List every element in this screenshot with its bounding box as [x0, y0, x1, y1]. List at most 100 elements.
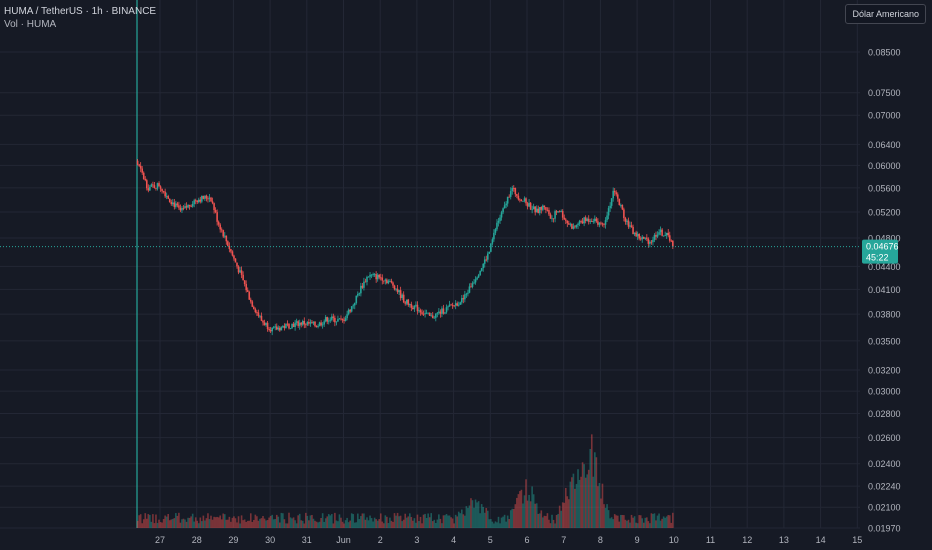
volume-bar — [386, 516, 388, 528]
volume-bar — [474, 499, 477, 528]
candle-body — [607, 208, 610, 216]
volume-bar — [558, 505, 561, 528]
volume-bar — [176, 515, 179, 528]
volume-bar — [647, 521, 650, 528]
candle-body — [441, 308, 443, 314]
volume-bar — [253, 519, 255, 528]
volume-bar — [520, 489, 523, 528]
volume-bar — [168, 520, 171, 528]
candle-body — [234, 258, 237, 263]
volume-bar — [344, 520, 347, 528]
volume-bar — [147, 514, 150, 528]
x-tick-label: 10 — [669, 535, 679, 545]
candle-body — [451, 304, 454, 306]
volume-bar — [188, 517, 191, 528]
volume-bar — [650, 513, 653, 528]
candle-body — [572, 226, 575, 229]
volume-bar — [159, 522, 162, 528]
volume-bar — [601, 483, 604, 528]
candle-body — [231, 251, 234, 256]
volume-bar — [150, 521, 153, 528]
volume-bar — [509, 510, 512, 528]
volume-bar — [295, 523, 298, 528]
volume-bar — [314, 520, 316, 528]
volume-bar — [587, 469, 590, 528]
volume-bar — [158, 519, 160, 528]
volume-bar — [334, 512, 336, 528]
volume-bar — [569, 481, 572, 528]
candle-body — [564, 219, 567, 221]
candle-body — [161, 188, 163, 192]
candle-body — [402, 294, 405, 303]
candle-body — [173, 202, 176, 207]
volume-bar — [592, 476, 595, 528]
candle-body — [358, 293, 361, 295]
volume-bar — [632, 517, 634, 528]
candle-body — [188, 204, 191, 206]
candle-body — [456, 303, 459, 306]
volume-bar — [274, 519, 277, 528]
candle-body — [202, 195, 205, 199]
volume-bar — [464, 515, 466, 528]
candle-body — [584, 217, 587, 221]
volume-bar — [482, 506, 485, 528]
volume-bar — [327, 514, 330, 528]
candle-body — [555, 211, 558, 213]
candle-body — [511, 187, 514, 192]
volume-bar — [338, 514, 341, 528]
volume-bar — [574, 488, 576, 528]
volume-bar — [540, 510, 543, 528]
volume-bar — [590, 434, 593, 528]
volume-bar — [538, 513, 541, 528]
volume-bar — [633, 516, 636, 528]
candle-body — [575, 225, 578, 228]
candle-body — [638, 233, 640, 239]
candle-body — [434, 313, 437, 318]
volume-bar — [523, 495, 526, 528]
candle-body — [142, 172, 145, 179]
volume-bar — [516, 497, 518, 528]
candle-body — [171, 202, 174, 205]
volume-bar — [642, 522, 645, 528]
candle-body — [534, 206, 536, 213]
volume-bar — [173, 518, 176, 528]
candle-body — [396, 288, 399, 293]
candle-body — [604, 220, 607, 225]
volume-bar — [522, 503, 524, 528]
candle-body — [568, 223, 570, 225]
candle-body — [246, 290, 249, 292]
volume-bar — [430, 513, 433, 528]
candle-body — [548, 210, 550, 215]
currency-button[interactable]: Dólar Americano — [845, 4, 926, 24]
volume-bar — [236, 522, 238, 528]
volume-bar — [243, 519, 246, 528]
candle-body — [571, 223, 573, 229]
volume-bar — [480, 504, 483, 528]
volume-bar — [649, 523, 651, 528]
volume-bar — [187, 517, 189, 528]
candle-body — [653, 234, 656, 240]
candle-body — [346, 314, 348, 319]
candle-body — [324, 317, 327, 322]
y-tick-label: 0.03800 — [868, 310, 901, 320]
volume-bar — [502, 516, 504, 528]
candle-body — [546, 209, 549, 211]
volume-bar — [571, 477, 573, 528]
volume-bar — [613, 514, 616, 528]
volume-bar — [395, 515, 397, 528]
candle-body — [272, 326, 275, 328]
candle-body — [561, 211, 564, 218]
candle-body — [228, 246, 231, 250]
candle-body — [577, 223, 579, 226]
volume-bar — [419, 516, 422, 528]
x-tick-label: 6 — [524, 535, 529, 545]
volume-bar — [346, 517, 348, 528]
candle-body — [542, 205, 544, 210]
candle-body — [147, 188, 150, 191]
candle-body — [245, 284, 247, 291]
volume-bar — [407, 516, 410, 528]
volume-bar — [537, 513, 540, 528]
volume-bar — [421, 523, 423, 528]
volume-bar — [644, 517, 647, 528]
